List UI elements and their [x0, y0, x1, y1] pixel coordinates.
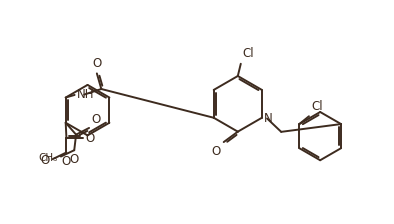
Text: Cl: Cl	[312, 100, 323, 113]
Text: O: O	[62, 155, 71, 168]
Text: O: O	[40, 154, 49, 167]
Text: N: N	[264, 112, 272, 125]
Text: O: O	[92, 57, 102, 70]
Text: O: O	[85, 132, 95, 145]
Text: O: O	[212, 145, 221, 158]
Text: O: O	[91, 113, 100, 126]
Text: NH: NH	[77, 88, 94, 101]
Text: Cl: Cl	[242, 47, 254, 60]
Text: O: O	[70, 153, 79, 166]
Text: CH₃: CH₃	[39, 153, 58, 163]
